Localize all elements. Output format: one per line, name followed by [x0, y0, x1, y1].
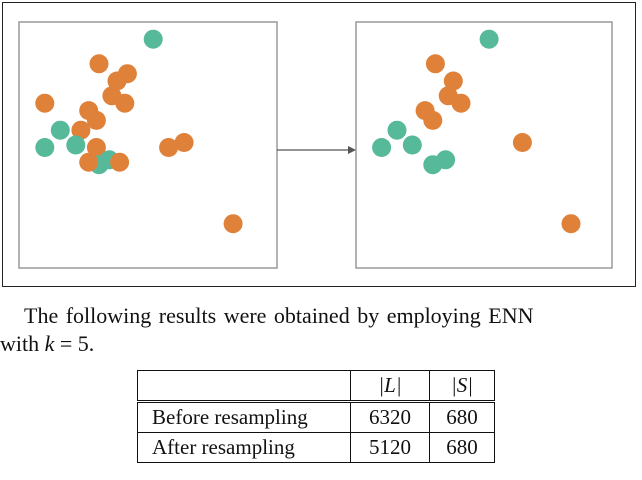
before-majority-point-8	[86, 110, 106, 130]
before-minority-point-0	[143, 29, 163, 49]
after-majority-point-4	[451, 93, 471, 113]
before-majority-point-17	[110, 152, 130, 172]
table-row-label: After resampling	[137, 432, 351, 463]
after-majority-point-1	[425, 54, 445, 74]
after-majority-point-12	[512, 133, 532, 152]
table-cell-S: 680	[429, 401, 495, 433]
figure-frame	[2, 2, 636, 287]
after-minority-point-9	[372, 138, 392, 157]
caption-line-2-suffix: = 5.	[54, 331, 95, 356]
table-row-label: Before resampling	[137, 401, 351, 433]
before-minority-point-12	[35, 138, 55, 157]
caption-variable-k: k	[44, 331, 55, 356]
table-header-row: |L| |S|	[137, 370, 495, 403]
after-minority-point-11	[423, 155, 443, 175]
caption-line-2-prefix: with	[0, 331, 45, 356]
table-row: Before resampling 6320 680	[137, 401, 495, 433]
before-majority-point-16	[79, 152, 99, 172]
after-minority-point-0	[479, 29, 499, 49]
before-majority-point-13	[86, 138, 106, 157]
before-majority-point-19	[174, 133, 194, 152]
table-header-S-text: |S|	[450, 373, 474, 397]
results-caption: The following results were obtained by e…	[0, 302, 642, 358]
table-header-S: |S|	[429, 370, 495, 403]
before-majority-point-1	[89, 54, 109, 74]
results-table: |L| |S| Before resampling 6320 680 After…	[137, 370, 495, 463]
after-points-group	[372, 29, 581, 234]
enn-scatter-figure	[18, 21, 613, 269]
before-majority-point-18	[159, 138, 179, 157]
table-header-L: |L|	[350, 370, 430, 403]
caption-line-2: with k = 5.	[0, 330, 642, 358]
after-minority-point-8	[402, 135, 422, 155]
table-cell-L: 6320	[350, 401, 430, 433]
table-header-L-text: |L|	[378, 373, 402, 397]
before-points-group	[35, 29, 243, 234]
before-majority-point-3	[107, 71, 127, 91]
table-cell-L: 5120	[350, 432, 430, 463]
before-majority-point-9	[71, 120, 91, 140]
after-minority-point-7	[387, 120, 407, 140]
after-majority-point-13	[561, 214, 581, 234]
before-minority-point-10	[50, 120, 70, 140]
caption-line-1: The following results were obtained by e…	[24, 303, 534, 328]
table-cell-S: 680	[429, 432, 495, 463]
table-row: After resampling 5120 680	[137, 432, 495, 463]
resampling-arrow	[277, 146, 356, 154]
after-majority-point-2	[443, 71, 463, 91]
before-majority-point-4	[35, 93, 55, 113]
before-majority-point-6	[115, 93, 135, 113]
after-majority-point-6	[423, 110, 443, 130]
before-majority-point-20	[223, 214, 243, 234]
before-minority-point-11	[66, 135, 86, 155]
table-header-empty	[137, 370, 351, 403]
